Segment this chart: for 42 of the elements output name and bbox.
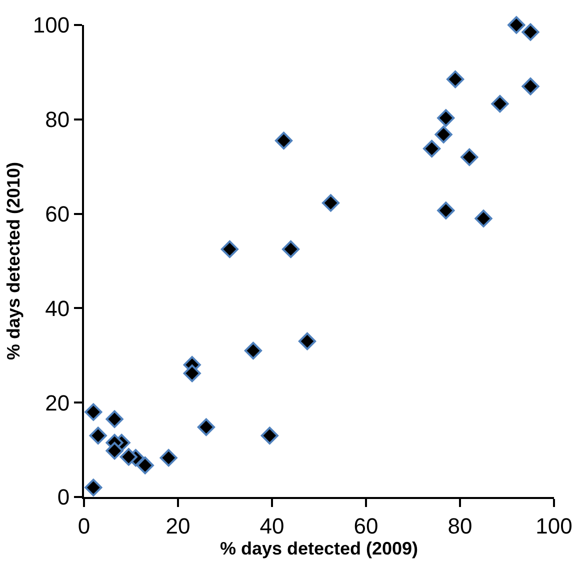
y-tick-label: 80 (45, 107, 70, 132)
point (508, 16, 526, 34)
point (446, 70, 464, 88)
point (84, 478, 102, 496)
point (89, 426, 107, 444)
x-axis-title: % days detected (2009) (220, 538, 418, 558)
point (474, 210, 492, 228)
y-tick-label: 20 (45, 390, 70, 416)
x-tick-label: 100 (536, 513, 572, 538)
point (197, 418, 215, 436)
point (491, 95, 509, 113)
point (437, 109, 455, 127)
point (423, 140, 441, 158)
point (136, 456, 154, 474)
point (460, 148, 478, 166)
point (437, 202, 455, 220)
point (160, 449, 178, 467)
point (522, 23, 540, 41)
x-tick-label: 80 (448, 513, 472, 538)
point (260, 426, 278, 444)
point (322, 194, 340, 212)
point (120, 448, 138, 466)
point (434, 126, 452, 144)
y-tick-label: 0 (57, 484, 70, 510)
x-tick-label: 20 (166, 513, 190, 538)
point (220, 240, 238, 258)
point (274, 132, 293, 150)
point (84, 403, 102, 421)
x-tick-label: 0 (78, 513, 90, 538)
point (106, 410, 124, 428)
y-tick-label: 60 (45, 202, 70, 226)
point (244, 342, 262, 360)
x-tick-label: 60 (354, 513, 378, 538)
y-tick-label: 100 (32, 12, 70, 38)
point (183, 364, 201, 382)
point (522, 78, 540, 96)
point (298, 332, 316, 350)
x-tick-label: 40 (260, 513, 284, 538)
y-tick-label: 40 (45, 296, 70, 321)
point (282, 240, 300, 258)
point (106, 442, 124, 460)
y-axis-title: % days detected (2010) (4, 162, 24, 360)
